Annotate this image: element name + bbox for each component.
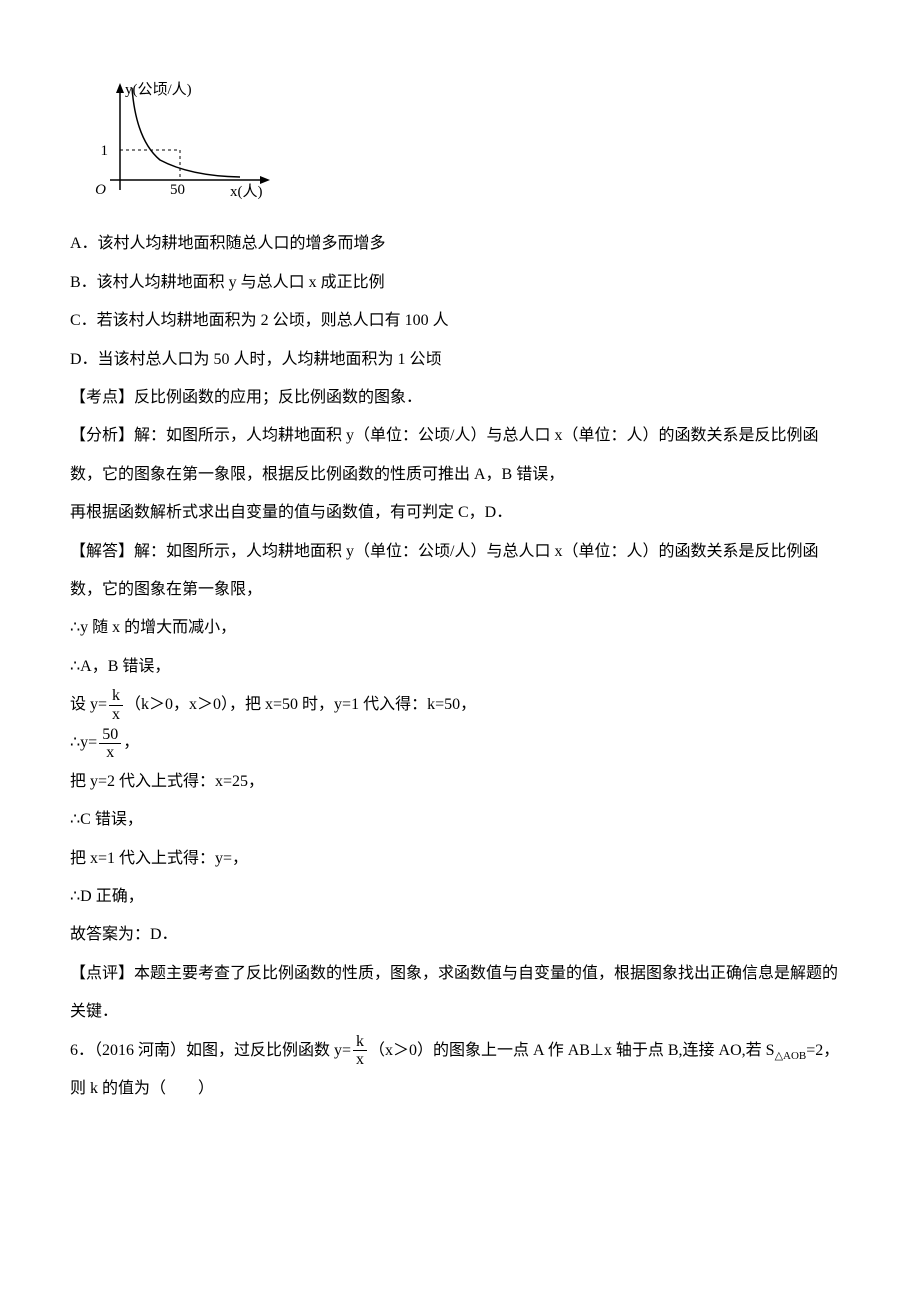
fraction-50-over-x: 50x: [99, 726, 121, 762]
option-b: B．该村人均耕地面积 y 与总人口 x 成正比例: [70, 264, 850, 302]
jieda-line-5: ∴y=50x，: [70, 724, 850, 762]
x-mark-50: 50: [170, 182, 185, 198]
jieda-5-post: ，: [123, 734, 139, 751]
jieda-line-7: ∴C 错误，: [70, 801, 850, 839]
jieda-line-8: 把 x=1 代入上式得：y=，: [70, 840, 850, 878]
x-axis-label: x(人): [230, 183, 263, 200]
option-c: C．若该村人均耕地面积为 2 公顷，则总人口有 100 人: [70, 302, 850, 340]
kaodian-section: 【考点】反比例函数的应用；反比例函数的图象．: [70, 379, 850, 417]
jieda-4-pre: 设 y=: [70, 696, 107, 713]
jieda-line-6: 把 y=2 代入上式得：x=25，: [70, 763, 850, 801]
question-6: 6．（2016 河南）如图，过反比例函数 y=kx（x＞0）的图象上一点 A 作…: [70, 1032, 850, 1109]
q6-mid: （x＞0）的图象上一点 A 作 AB⊥x 轴于点 B,连接 AO,若 S: [369, 1042, 775, 1059]
fraction-k-over-x-2: kx: [353, 1033, 367, 1069]
dianping-section: 【点评】本题主要考查了反比例函数的性质，图象，求函数值与自变量的值，根据图象找出…: [70, 955, 850, 1032]
fenxi-line-2: 再根据函数解析式求出自变量的值与函数值，有可判定 C，D．: [70, 494, 850, 532]
option-d: D．当该村总人口为 50 人时，人均耕地面积为 1 公顷: [70, 341, 850, 379]
y-mark-1: 1: [101, 143, 109, 159]
y-axis-label: y(公顷/人): [125, 81, 192, 98]
jieda-line-1: 【解答】解：如图所示，人均耕地面积 y（单位：公顷/人）与总人口 x（单位：人）…: [70, 533, 850, 610]
jieda-line-4: 设 y=kx（k＞0，x＞0），把 x=50 时，y=1 代入得：k=50，: [70, 686, 850, 724]
origin-label: O: [95, 182, 106, 198]
jieda-line-2: ∴y 随 x 的增大而减小，: [70, 609, 850, 647]
jieda-4-post: （k＞0，x＞0），把 x=50 时，y=1 代入得：k=50，: [125, 696, 476, 713]
jieda-line-3: ∴A，B 错误，: [70, 648, 850, 686]
jieda-line-9: ∴D 正确，: [70, 878, 850, 916]
q6-subscript: △AOB: [775, 1050, 807, 1062]
fraction-k-over-x-1: kx: [109, 687, 123, 723]
jieda-5-pre: ∴y=: [70, 734, 97, 751]
q6-pre: 6．（2016 河南）如图，过反比例函数 y=: [70, 1042, 351, 1059]
fenxi-line-1: 【分析】解：如图所示，人均耕地面积 y（单位：公顷/人）与总人口 x（单位：人）…: [70, 417, 850, 494]
jieda-line-10: 故答案为：D．: [70, 916, 850, 954]
inverse-function-graph: y(公顷/人) 1 O 50 x(人): [70, 80, 850, 215]
option-a: A．该村人均耕地面积随总人口的增多而增多: [70, 225, 850, 263]
